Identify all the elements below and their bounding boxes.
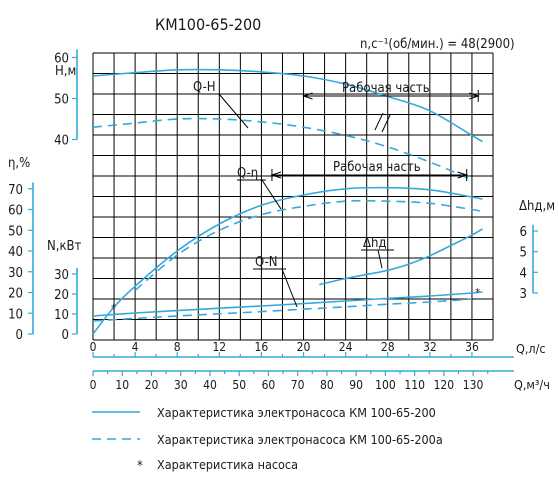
legend: Характеристика электронасоса КМ 100-65-2… bbox=[92, 405, 443, 474]
x-axis-label-ls: Q,л/с bbox=[516, 341, 546, 356]
pump-marker: * bbox=[475, 286, 480, 299]
h-tick-label: 40 bbox=[54, 134, 69, 149]
dh-tick-label: 3 bbox=[520, 287, 527, 302]
hatch-mark-1 bbox=[374, 112, 384, 131]
legend-dashed-label: Характеристика электронасоса КМ 100-65-2… bbox=[157, 432, 443, 447]
working-range-2-arrow-left bbox=[270, 171, 282, 179]
x-tick-label-m3h: 0 bbox=[90, 378, 97, 392]
eta-tick-label: 20 bbox=[8, 287, 23, 302]
legend-marker-label: Характеристика насоса bbox=[157, 457, 298, 472]
x-tick-label-ls: 20 bbox=[297, 340, 311, 354]
x-tick-label-m3h: 100 bbox=[375, 378, 396, 392]
h-tick-label: 60 bbox=[54, 52, 69, 67]
series-qn-dashed bbox=[92, 298, 472, 322]
legend-marker-symbol: * bbox=[137, 459, 143, 474]
x-tick-label-ls: 0 bbox=[90, 340, 97, 354]
x-tick-label-m3h: 80 bbox=[320, 378, 334, 392]
pump-marker: * bbox=[111, 302, 116, 315]
working-range-1-arrow-right bbox=[469, 92, 480, 100]
x-axis-label-m3h: Q,м³/ч bbox=[514, 377, 550, 392]
x-tick-label-m3h: 10 bbox=[115, 378, 129, 392]
x-tick-label-ls: 32 bbox=[423, 340, 437, 354]
dh-tick-label: 4 bbox=[520, 266, 527, 281]
n-tick-label: 0 bbox=[62, 328, 69, 343]
series-dh-solid bbox=[319, 228, 483, 286]
x-tick-label-m3h: 70 bbox=[291, 378, 305, 392]
eta-tick-label: 30 bbox=[8, 266, 23, 281]
label-qh-leader bbox=[218, 93, 249, 129]
x-tick-label-ls: 8 bbox=[174, 340, 181, 354]
label-qn: Q-N bbox=[255, 255, 278, 270]
eta-tick-label: 70 bbox=[8, 183, 23, 198]
eta-tick-label: 10 bbox=[8, 307, 23, 322]
dh-tick-label: 5 bbox=[520, 246, 527, 261]
n-tick-label: 10 bbox=[54, 308, 69, 323]
dh-axis-label: Δhд,м bbox=[519, 199, 555, 214]
h-tick-label: 50 bbox=[54, 93, 69, 108]
legend-solid-label: Характеристика электронасоса КМ 100-65-2… bbox=[157, 405, 436, 420]
chart-title: КМ100-65-200 bbox=[155, 15, 261, 34]
x-tick-label-m3h: 110 bbox=[404, 378, 425, 392]
label-qh: Q-H bbox=[193, 80, 216, 95]
speed-label: n,с⁻¹(об/мин.) = 48(2900) bbox=[360, 37, 515, 52]
eta-tick-label: 50 bbox=[8, 224, 23, 239]
h-axis-label: H,м bbox=[55, 64, 76, 79]
series-qn-solid bbox=[92, 291, 483, 317]
x-tick-label-ls: 24 bbox=[339, 340, 353, 354]
dh-tick-label: 6 bbox=[520, 225, 527, 240]
x-tick-label-ls: 4 bbox=[132, 340, 139, 354]
working-range-1-label: Рабочая часть bbox=[342, 81, 430, 96]
x-tick-label-m3h: 120 bbox=[434, 378, 455, 392]
working-range-1-arrow-left bbox=[301, 92, 313, 100]
eta-tick-label: 40 bbox=[8, 245, 23, 260]
label-eta: Q-η bbox=[237, 166, 258, 181]
eta-tick-label: 60 bbox=[8, 204, 23, 219]
hatch-mark-2 bbox=[381, 114, 391, 133]
curves bbox=[92, 68, 483, 335]
axes: 0 4 8 12 16 20 24 28 32 36 Q,л/с0 10 20 30 40 50 60 70 80 9… bbox=[8, 49, 555, 392]
annotations: Рабочая часть Рабочая часть Q-H Q-η Q-N Δhд * * bbox=[111, 80, 480, 315]
series-eta-solid bbox=[92, 186, 483, 335]
legend-item-marker: * Характеристика насоса bbox=[137, 457, 298, 474]
x-tick-label-m3h: 60 bbox=[262, 378, 276, 392]
x-tick-label-ls: 16 bbox=[255, 340, 269, 354]
n-axis-label: N,кВт bbox=[47, 239, 82, 254]
series-eta-dashed bbox=[134, 199, 483, 292]
n-tick-label: 20 bbox=[54, 288, 69, 303]
label-eta-leader bbox=[261, 179, 282, 210]
working-range-2-arrow-right bbox=[457, 171, 469, 179]
legend-item-dashed: Характеристика электронасоса КМ 100-65-2… bbox=[92, 432, 443, 447]
x-tick-label-m3h: 50 bbox=[232, 378, 246, 392]
eta-tick-label: 0 bbox=[16, 328, 23, 343]
x-tick-label-ls: 12 bbox=[212, 340, 226, 354]
n-tick-label: 30 bbox=[54, 268, 69, 283]
x-tick-label-m3h: 20 bbox=[145, 378, 159, 392]
grid bbox=[92, 52, 494, 341]
eta-axis-label: η,% bbox=[8, 156, 30, 171]
label-dh: Δhд bbox=[363, 236, 387, 251]
x-tick-label-ls: 28 bbox=[381, 340, 395, 354]
label-qn-leader bbox=[281, 268, 298, 308]
legend-item-solid: Характеристика электронасоса КМ 100-65-2… bbox=[92, 405, 436, 420]
working-range-2-label: Рабочая часть bbox=[333, 160, 421, 175]
x-tick-label-m3h: 30 bbox=[174, 378, 188, 392]
x-tick-label-ls: 36 bbox=[465, 340, 479, 354]
series-qh-dashed bbox=[92, 117, 473, 182]
label-dh-leader bbox=[377, 249, 383, 269]
x-tick-label-m3h: 90 bbox=[349, 378, 363, 392]
x-tick-label-m3h: 130 bbox=[463, 378, 484, 392]
x-tick-label-m3h: 40 bbox=[203, 378, 217, 392]
series-qh-solid bbox=[92, 68, 483, 143]
